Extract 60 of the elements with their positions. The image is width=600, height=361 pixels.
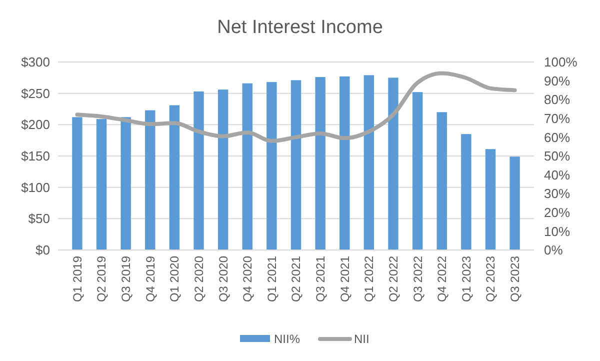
x-tick-label: Q4 2022 bbox=[435, 256, 450, 302]
bar bbox=[266, 82, 277, 250]
bar bbox=[315, 77, 326, 250]
y2-tick-label: 100% bbox=[544, 54, 578, 70]
bar bbox=[436, 112, 447, 250]
y-tick-label: $0 bbox=[36, 242, 50, 258]
y2-tick-label: 40% bbox=[544, 167, 570, 182]
y-tick-label: $250 bbox=[21, 86, 50, 101]
bar bbox=[340, 76, 350, 250]
x-tick-label: Q3 2022 bbox=[410, 256, 425, 302]
bar bbox=[510, 156, 520, 250]
bar bbox=[388, 78, 398, 250]
bar bbox=[461, 134, 472, 250]
bar bbox=[194, 91, 204, 250]
x-tick-label: Q3 2019 bbox=[119, 256, 134, 302]
x-tick-label: Q2 2021 bbox=[289, 256, 304, 302]
y2-tick-label: 30% bbox=[544, 186, 570, 202]
y2-tick-label: 80% bbox=[544, 92, 570, 108]
y-tick-label: $100 bbox=[21, 180, 50, 195]
bar bbox=[218, 90, 228, 250]
x-tick-label: Q1 2019 bbox=[70, 256, 84, 302]
y-tick-label: $300 bbox=[21, 54, 50, 70]
x-tick-label: Q1 2020 bbox=[168, 256, 182, 302]
y2-tick-label: 20% bbox=[544, 204, 570, 220]
bar bbox=[290, 80, 302, 250]
bar bbox=[120, 117, 131, 250]
x-tick-label: Q3 2021 bbox=[314, 256, 328, 302]
bar bbox=[242, 83, 252, 250]
bar bbox=[412, 92, 423, 250]
legend-label: NII% bbox=[274, 332, 300, 346]
x-tick-label: Q3 2023 bbox=[508, 256, 522, 302]
legend-label: NII bbox=[354, 332, 370, 346]
y-tick-label: $200 bbox=[21, 117, 50, 132]
bar bbox=[145, 110, 156, 250]
x-tick-label: Q2 2019 bbox=[94, 256, 109, 302]
x-tick-label: Q2 2023 bbox=[484, 256, 498, 302]
bar bbox=[364, 75, 374, 250]
x-tick-label: Q4 2020 bbox=[240, 256, 255, 302]
y2-tick-label: 70% bbox=[544, 110, 570, 126]
chart-title: Net Interest Income bbox=[217, 17, 383, 38]
bar bbox=[72, 117, 82, 250]
x-tick-label: Q2 2020 bbox=[192, 256, 206, 302]
x-tick-label: Q1 2022 bbox=[362, 256, 376, 302]
y-tick-label: $50 bbox=[28, 211, 50, 226]
line-series bbox=[75, 71, 517, 143]
x-tick-label: Q4 2021 bbox=[338, 256, 352, 302]
bar bbox=[169, 105, 180, 250]
y2-tick-label: 0% bbox=[544, 242, 564, 258]
y2-tick-label: 10% bbox=[544, 224, 570, 239]
y2-tick-label: 50% bbox=[544, 148, 570, 164]
y-tick-label: $150 bbox=[21, 148, 50, 164]
y2-tick-label: 90% bbox=[544, 73, 570, 88]
x-tick-label: Q1 2023 bbox=[459, 256, 474, 302]
x-tick-label: Q1 2021 bbox=[264, 256, 279, 302]
bar bbox=[96, 119, 107, 250]
x-tick-label: Q2 2022 bbox=[386, 256, 400, 302]
x-tick-label: Q4 2019 bbox=[143, 256, 158, 302]
bar bbox=[485, 149, 496, 250]
x-tick-label: Q3 2020 bbox=[216, 256, 230, 302]
y2-tick-label: 60% bbox=[544, 130, 570, 145]
